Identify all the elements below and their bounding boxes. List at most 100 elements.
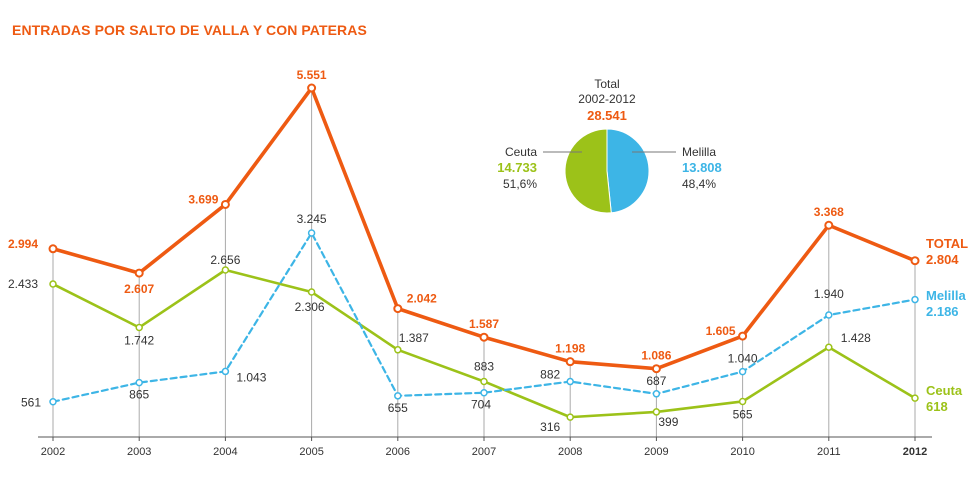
pie-label-melilla-name: Melilla — [682, 145, 716, 159]
point-melilla-2009 — [652, 390, 661, 398]
data-label-total-2010: 1.605 — [706, 324, 736, 338]
point-melilla-2002 — [49, 397, 57, 406]
pie-title-line-2: 2002-2012 — [578, 92, 636, 106]
series-end-value-total: 2.804 — [926, 252, 959, 267]
data-label-ceuta-2010: 565 — [733, 407, 753, 421]
pie-slice-melilla — [606, 128, 650, 214]
data-labels: 2.994 561 2.433 2.607 865 1.742 3.699 1.043 2.65… — [8, 68, 871, 434]
data-label-melilla-2010: 1.040 — [728, 352, 758, 366]
point-ceuta-2004 — [221, 266, 230, 274]
series-points — [48, 83, 920, 421]
data-label-ceuta-2008: 316 — [540, 420, 560, 434]
data-label-total-2006: 2.042 — [407, 292, 437, 306]
chart-title: ENTRADAS POR SALTO DE VALLA Y CON PATERA… — [12, 22, 367, 38]
data-label-total-2008: 1.198 — [555, 342, 585, 356]
pie-slice-ceuta — [564, 128, 612, 214]
data-label-total-2004: 3.699 — [188, 192, 218, 206]
data-label-melilla-2006: 655 — [388, 401, 408, 415]
x-tick-label-2002: 2002 — [41, 446, 65, 458]
x-tick-label-2010: 2010 — [730, 446, 754, 458]
point-ceuta-2012 — [911, 394, 919, 402]
point-melilla-2004 — [221, 367, 230, 376]
data-label-melilla-2007: 704 — [471, 398, 491, 412]
point-total-2002 — [48, 244, 58, 254]
point-melilla-2012 — [911, 295, 919, 304]
x-tick-label-2006: 2006 — [386, 446, 410, 458]
data-label-melilla-2004: 1.043 — [236, 370, 266, 384]
data-label-melilla-2002: 561 — [21, 396, 41, 410]
data-label-ceuta-2004: 2.656 — [210, 253, 240, 267]
data-label-melilla-2011: 1.940 — [814, 287, 844, 301]
x-tick-label-2005: 2005 — [299, 446, 323, 458]
series-name-melilla: Melilla — [926, 288, 967, 303]
x-axis: 2002 2003 2004 2005 2006 2007 2008 2009 2010 2011… — [38, 436, 932, 458]
pie-label-melilla-value: 13.808 — [682, 160, 722, 175]
point-ceuta-2009 — [652, 408, 661, 416]
data-label-total-2007: 1.587 — [469, 317, 499, 331]
point-melilla-2006 — [394, 392, 402, 400]
point-melilla-2005 — [307, 229, 316, 237]
point-ceuta-2005 — [307, 288, 316, 296]
data-label-total-2011: 3.368 — [814, 205, 844, 219]
data-label-total-2005: 5.551 — [297, 68, 327, 82]
series-end-value-ceuta: 618 — [926, 399, 948, 414]
pie-label-ceuta-name: Ceuta — [505, 145, 537, 159]
year-gridlines — [52, 88, 916, 437]
point-ceuta-2003 — [135, 323, 143, 332]
x-tick-label-2008: 2008 — [558, 446, 582, 458]
data-label-total-2002: 2.994 — [8, 237, 38, 251]
data-label-melilla-2008: 882 — [540, 368, 560, 382]
data-label-ceuta-2005: 2.306 — [295, 300, 325, 314]
point-total-2003 — [134, 268, 144, 278]
point-ceuta-2002 — [49, 280, 57, 288]
data-label-ceuta-2007: 883 — [474, 359, 494, 373]
point-melilla-2011 — [825, 311, 833, 319]
point-total-2008 — [565, 357, 575, 367]
data-label-ceuta-2003: 1.742 — [124, 333, 154, 347]
point-total-2011 — [824, 220, 834, 230]
x-tick-label-2012: 2012 — [903, 446, 927, 458]
x-tick-label-2009: 2009 — [644, 446, 668, 458]
point-melilla-2010 — [738, 367, 747, 376]
x-tick-label-2011: 2011 — [817, 446, 841, 458]
data-label-total-2003: 2.607 — [124, 282, 154, 296]
series-line-melilla — [51, 231, 917, 403]
point-total-2009 — [651, 364, 661, 374]
data-label-total-2009: 1.086 — [641, 349, 671, 363]
data-label-melilla-2003: 865 — [129, 388, 149, 402]
data-label-melilla-2005: 3.245 — [297, 212, 327, 226]
pie-label-melilla-percent: 48,4% — [682, 177, 716, 191]
point-ceuta-2011 — [825, 343, 833, 351]
pie-title-line-1: Total — [594, 77, 619, 91]
point-ceuta-2006 — [394, 346, 402, 354]
point-melilla-2007 — [480, 388, 488, 397]
data-label-ceuta-2006: 1.387 — [399, 331, 429, 345]
pie-label-ceuta-value: 14.733 — [497, 160, 537, 175]
point-melilla-2008 — [566, 377, 574, 386]
series-end-value-melilla: 2.186 — [926, 304, 959, 319]
pie-label-ceuta-percent: 51,6% — [503, 177, 537, 191]
series-name-total: TOTAL — [926, 236, 968, 251]
data-label-ceuta-2009: 399 — [658, 415, 678, 429]
x-tick-label-2003: 2003 — [127, 446, 151, 458]
point-total-2012 — [910, 256, 920, 266]
x-tick-label-2007: 2007 — [472, 446, 496, 458]
point-total-2007 — [479, 332, 489, 342]
data-label-melilla-2009: 687 — [646, 374, 666, 388]
point-ceuta-2007 — [480, 377, 488, 386]
series-name-ceuta: Ceuta — [926, 383, 963, 398]
point-ceuta-2010 — [738, 397, 747, 406]
pie-total-value: 28.541 — [587, 108, 627, 123]
point-total-2006 — [393, 304, 403, 314]
x-tick-label-2004: 2004 — [213, 446, 237, 458]
point-total-2004 — [220, 199, 230, 209]
point-total-2005 — [307, 83, 317, 93]
data-label-ceuta-2011: 1.428 — [841, 331, 871, 345]
point-total-2010 — [738, 331, 748, 341]
data-label-ceuta-2002: 2.433 — [8, 277, 38, 291]
point-melilla-2003 — [135, 378, 143, 387]
point-ceuta-2008 — [566, 413, 574, 421]
